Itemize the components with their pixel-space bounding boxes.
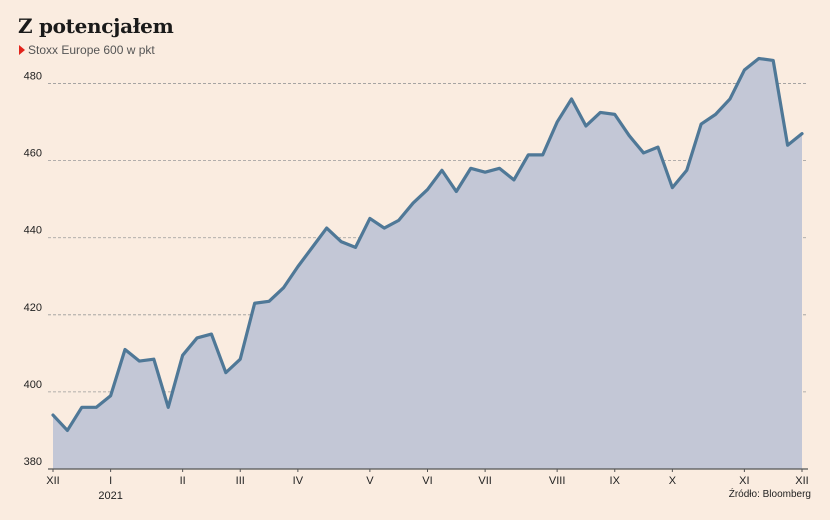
x-tick-label: IV xyxy=(293,475,304,487)
x-tick-label: VIII xyxy=(549,475,566,487)
y-tick-label: 420 xyxy=(24,302,42,314)
x-tick-label: X xyxy=(669,475,677,487)
x-tick-label: VI xyxy=(422,475,432,487)
y-tick-label: 380 xyxy=(24,456,42,468)
year-label: 2021 xyxy=(98,490,122,502)
x-tick-label: I xyxy=(109,475,112,487)
subtitle-text: Stoxx Europe 600 w pkt xyxy=(28,43,155,57)
x-tick-label: V xyxy=(366,475,374,487)
chart-subtitle: Stoxx Europe 600 w pkt xyxy=(19,43,155,57)
x-tick-label: XII xyxy=(795,475,808,487)
y-axis-labels: 380 400 420 440 460 480 xyxy=(24,71,42,468)
source-note: Źródło: Bloomberg xyxy=(728,489,811,500)
y-tick-label: 460 xyxy=(24,148,42,160)
y-tick-label: 440 xyxy=(24,225,42,237)
triangle-marker-icon xyxy=(19,45,25,55)
x-tick-label: XII xyxy=(46,475,59,487)
x-tick-label: II xyxy=(180,475,186,487)
y-tick-label: 480 xyxy=(24,71,42,83)
x-tick-label: III xyxy=(236,475,245,487)
chart-title: Z potencjałem xyxy=(18,14,174,38)
x-tick-label: IX xyxy=(610,475,621,487)
y-tick-label: 400 xyxy=(24,379,42,391)
series-line xyxy=(51,56,804,433)
x-tick-label: VII xyxy=(478,475,491,487)
area-fill xyxy=(53,58,802,470)
x-tick-label: XI xyxy=(739,475,749,487)
